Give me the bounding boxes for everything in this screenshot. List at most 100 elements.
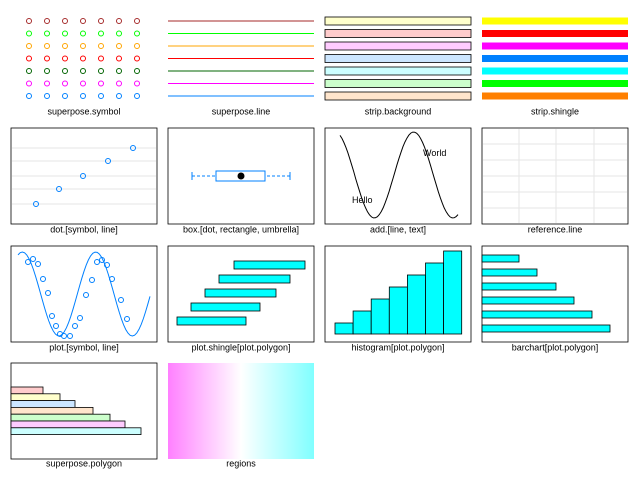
strip-shingle: [482, 80, 628, 87]
panel-label: strip.shingle: [531, 106, 579, 116]
barchart-bar: [481, 254, 520, 263]
shingle-bar: [233, 260, 306, 270]
symbol: [44, 55, 50, 62]
hist-bar: [334, 322, 354, 335]
symbol: [134, 68, 140, 74]
strip-bg: [324, 91, 472, 101]
symbol: [116, 18, 122, 24]
hist-bar: [352, 310, 372, 335]
symbol: [98, 93, 104, 99]
superpose-polygon: [10, 400, 76, 408]
panel-label: superpose.line: [212, 106, 271, 116]
dot-symbol: [130, 145, 136, 151]
symbol: [116, 80, 122, 87]
superpose-polygon: [10, 420, 126, 429]
plot-symbol: [30, 256, 36, 262]
symbol: [44, 18, 50, 24]
symbol: [134, 80, 140, 87]
plot-symbol: [53, 323, 59, 329]
symbol: [62, 43, 68, 49]
symbol: [44, 43, 50, 49]
barchart-bar: [481, 282, 557, 291]
symbol: [26, 30, 32, 37]
strip-shingle: [482, 67, 628, 75]
symbol: [116, 55, 122, 62]
plot-symbol: [104, 262, 110, 268]
symbol: [98, 68, 104, 74]
symbol: [134, 18, 140, 24]
symbol: [62, 18, 68, 24]
plot-symbol: [45, 290, 51, 296]
symbol: [98, 43, 104, 49]
strip-bg: [324, 54, 472, 63]
shingle-bar: [204, 288, 277, 298]
symbol: [98, 80, 104, 87]
panel-frame: [10, 245, 158, 343]
dot-symbol: [56, 186, 62, 192]
barchart-bar: [481, 324, 611, 333]
hist-bar: [443, 250, 463, 335]
panel-label: strip.background: [365, 106, 432, 116]
symbol: [62, 68, 68, 74]
symbol: [26, 68, 32, 74]
symbol: [80, 43, 86, 49]
panel-frame: [481, 127, 629, 225]
shingle-bar: [190, 302, 261, 312]
shingle-bar: [176, 316, 247, 326]
symbol: [98, 18, 104, 24]
symbol: [26, 80, 32, 87]
symbol: [26, 18, 32, 24]
strip-bg: [324, 66, 472, 76]
panel-label: barchart[plot.polygon]: [512, 342, 599, 352]
symbol: [62, 55, 68, 62]
panel-label: dot.[symbol, line]: [50, 224, 118, 234]
symbol: [80, 93, 86, 99]
strip-bg: [324, 29, 472, 38]
barchart-bar: [481, 310, 593, 319]
symbol: [80, 18, 86, 24]
plot-symbol: [67, 333, 73, 339]
plot-symbol: [49, 313, 55, 319]
symbol: [44, 80, 50, 87]
regions: [168, 363, 314, 459]
hist-bar: [370, 298, 390, 335]
superpose-polygon: [10, 393, 61, 401]
symbol: [116, 43, 122, 49]
plot-symbol: [94, 259, 100, 265]
panel-frame: [10, 127, 158, 225]
plot-symbol: [40, 276, 46, 282]
symbol: [134, 30, 140, 37]
symbol: [116, 30, 122, 37]
barchart-bar: [481, 268, 538, 277]
barchart-bar: [481, 296, 575, 305]
plot-symbol: [77, 315, 83, 321]
plot-symbol: [118, 297, 124, 303]
strip-shingle: [482, 92, 628, 100]
box-dot: [237, 172, 245, 180]
symbol: [116, 68, 122, 74]
symbol: [134, 55, 140, 62]
superpose-polygon: [10, 427, 142, 435]
panel-frame: [324, 245, 472, 343]
symbol: [26, 55, 32, 62]
strip-shingle: [482, 42, 628, 50]
superpose-polygon: [10, 413, 111, 422]
symbol: [116, 93, 122, 99]
dot-symbol: [33, 201, 39, 207]
plot-symbol: [124, 316, 130, 322]
panel-label: superpose.symbol: [47, 106, 120, 116]
plot-symbol: [109, 276, 115, 282]
panel-label: histogram[plot.polygon]: [351, 342, 444, 352]
symbol: [134, 43, 140, 49]
shingle-bar: [218, 274, 291, 284]
hist-bar: [406, 274, 426, 335]
plot-line: [17, 251, 151, 337]
panel-label: box.[dot, rectangle, umbrella]: [183, 224, 299, 234]
strip-bg: [324, 41, 472, 51]
hist-bar: [425, 262, 445, 335]
symbol: [26, 43, 32, 49]
panel-frame: [167, 245, 315, 343]
symbol: [98, 55, 104, 62]
add-line: [339, 131, 459, 219]
